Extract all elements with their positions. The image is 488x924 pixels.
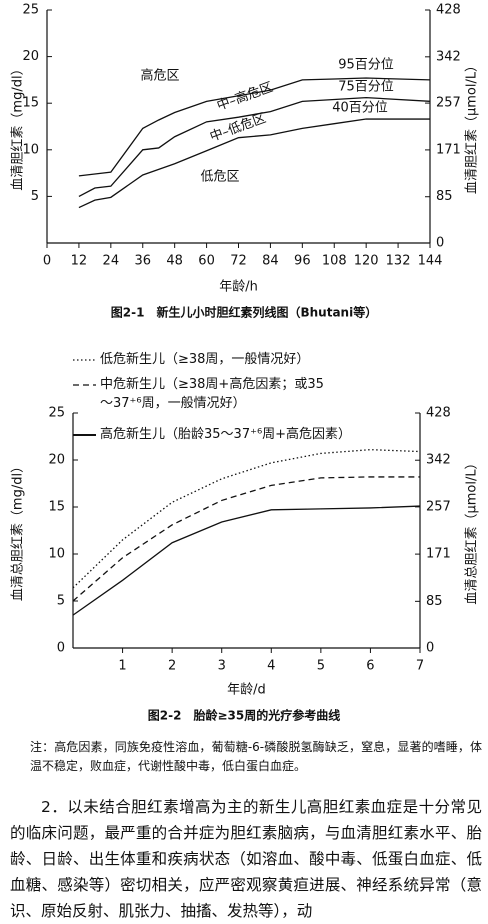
legend-entry: 高危新生儿（胎龄35～37⁺⁶周+高危因素） [100, 427, 352, 442]
x-tick-label: 48 [166, 254, 183, 269]
series-line [78, 77, 431, 177]
zone-label: 高危区 [140, 68, 179, 84]
figure-caption: 图2-1 新生儿小时胆红素列线图（Bhutani等） [111, 305, 377, 320]
x-axis-label: 年龄/h [219, 280, 258, 295]
x-tick-label: 96 [294, 254, 311, 269]
zone-label: 中–低危区 [208, 111, 268, 145]
paragraph: 2．以未结合胆红素增高为主的新生儿高胆红素血症是十分常见的临床问题，最严重的合并… [10, 798, 482, 920]
x-tick-label: 144 [418, 254, 443, 269]
series-line [72, 505, 421, 616]
x-tick-label: 3 [218, 659, 226, 674]
y-axis-label: 血清总胆红素（mg/dl） [10, 460, 26, 601]
y2-tick-label: 171 [426, 547, 451, 562]
zone-label: 低危区 [200, 170, 239, 185]
x-tick-label: 12 [71, 254, 88, 269]
y-tick-label: 15 [48, 500, 65, 515]
y2-tick-label: 428 [436, 3, 461, 18]
x-axis-label: 年龄/d [227, 683, 266, 698]
y2-tick-label: 171 [436, 142, 461, 157]
y2-tick-label: 85 [436, 189, 453, 204]
y2-axis-label: 血清胆红素（μmol/L） [464, 59, 480, 194]
x-tick-label: 120 [354, 254, 379, 269]
series-line [72, 449, 421, 589]
figure-caption: 图2-2 胎龄≥35周的光疗参考曲线 [148, 708, 340, 723]
x-tick-label: 84 [262, 254, 279, 269]
y-axis-label: 血清胆红素（mg/dl） [10, 62, 26, 190]
y-tick-label: 15 [22, 96, 39, 111]
y2-tick-label: 0 [426, 641, 434, 656]
x-tick-label: 4 [267, 659, 275, 674]
y-tick-label: 25 [48, 406, 65, 421]
y-tick-label: 10 [22, 142, 39, 157]
x-tick-label: 5 [317, 659, 325, 674]
y-tick-label: 25 [22, 3, 39, 18]
y-tick-label: 10 [48, 547, 65, 562]
x-tick-label: 36 [134, 254, 151, 269]
y-tick-label: 5 [57, 594, 65, 609]
y-tick-label: 20 [48, 453, 65, 468]
series-line [78, 118, 430, 209]
y2-tick-label: 342 [426, 453, 451, 468]
y-tick-label: 5 [31, 189, 39, 204]
series-label: 95百分位 [338, 58, 394, 73]
series-line [72, 476, 420, 602]
legend-entry: 中危新生儿（≥38周+高危因素；或35～37⁺⁶周，一般情况好） [100, 377, 324, 411]
x-tick-label: 7 [416, 659, 424, 674]
note: 注：高危因素，同族免疫性溶血，葡萄糖-6-磷酸脱氢酶缺乏，窒息，显著的嗜睡，体温… [30, 740, 482, 773]
y2-tick-label: 342 [436, 49, 461, 64]
y-tick-label: 20 [22, 49, 39, 64]
y2-tick-label: 428 [426, 406, 451, 421]
zone-label: 中–高危区 [215, 79, 275, 114]
x-tick-label: 24 [103, 254, 120, 269]
x-tick-label: 72 [230, 254, 247, 269]
x-tick-label: 0 [43, 254, 51, 269]
series-label: 40百分位 [332, 101, 388, 116]
y2-axis-label: 血清总胆红素（μmol/L） [464, 456, 480, 604]
x-tick-label: 132 [386, 254, 411, 269]
y2-tick-label: 257 [426, 499, 451, 514]
x-tick-label: 2 [168, 659, 176, 674]
x-tick-label: 1 [118, 659, 126, 674]
series-label: 75百分位 [338, 80, 394, 95]
y2-tick-label: 85 [426, 594, 443, 609]
x-tick-label: 108 [322, 254, 347, 269]
y2-tick-label: 0 [436, 236, 444, 251]
y-tick-label: 0 [57, 641, 65, 656]
legend-entry: 低危新生儿（≥38周，一般情况好） [100, 352, 310, 367]
x-tick-label: 60 [198, 254, 215, 269]
x-tick-label: 6 [366, 659, 374, 674]
y2-tick-label: 257 [436, 96, 461, 111]
series-line [78, 96, 431, 197]
